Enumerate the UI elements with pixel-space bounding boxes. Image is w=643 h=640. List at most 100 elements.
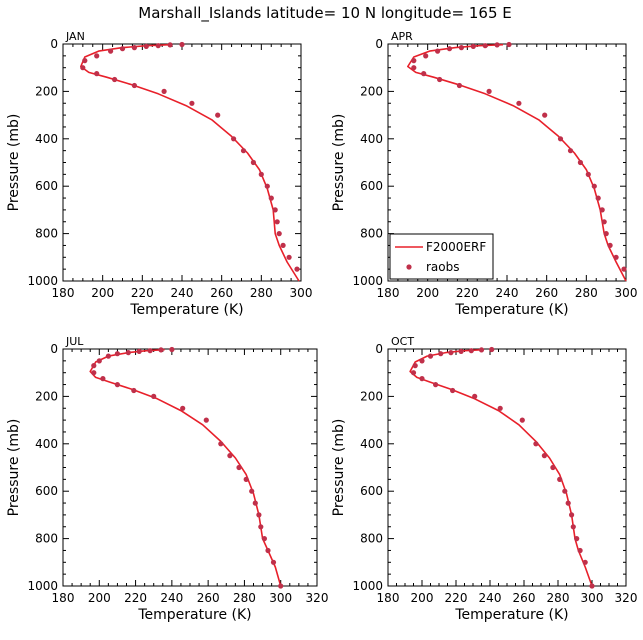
raobs-point xyxy=(574,536,580,542)
series-line-f2000erf xyxy=(80,43,300,282)
x-tick-label: 240 xyxy=(479,591,502,605)
x-tick-label: 260 xyxy=(197,591,220,605)
x-axis-label: Temperature (K) xyxy=(137,607,251,623)
raobs-point xyxy=(131,82,137,89)
raobs-point xyxy=(482,43,488,49)
raobs-point xyxy=(542,112,548,118)
raobs-point xyxy=(569,512,575,518)
panel-apr: 180 200 220 240 260 280 300 0 200 400 600 800 1000 Te… xyxy=(331,30,637,318)
plot-frame xyxy=(62,43,302,282)
raobs-point xyxy=(264,183,270,189)
raobs-point xyxy=(603,231,609,237)
x-axis-label: Temperature (K) xyxy=(454,302,568,318)
raobs-point xyxy=(231,136,237,142)
raobs-point xyxy=(458,348,464,354)
raobs-point xyxy=(550,464,556,471)
y-tick-label: 200 xyxy=(360,84,383,98)
raobs-point xyxy=(458,45,464,51)
raobs-point xyxy=(151,393,157,399)
raobs-point xyxy=(294,266,300,272)
raobs-point xyxy=(621,266,627,272)
y-tick-label: 600 xyxy=(35,179,58,193)
x-tick-label: 220 xyxy=(131,286,154,300)
raobs-point xyxy=(143,43,149,50)
raobs-point xyxy=(433,382,439,388)
raobs-point xyxy=(112,76,118,83)
raobs-point xyxy=(570,524,576,530)
plot-frame xyxy=(387,348,627,587)
panels: 180 200 220 240 260 280 300 0 200 400 600 800 1000 Te… xyxy=(6,30,637,623)
raobs-point xyxy=(276,231,282,237)
raobs-point xyxy=(448,350,454,356)
y-tick-label: 0 xyxy=(375,342,383,356)
raobs-point xyxy=(274,219,280,225)
raobs-point xyxy=(179,41,185,48)
raobs-point xyxy=(114,382,120,388)
raobs-point xyxy=(215,112,221,118)
raobs-point xyxy=(438,351,444,357)
raobs-point xyxy=(114,351,120,357)
raobs-point xyxy=(607,242,613,248)
x-tick-label: 180 xyxy=(52,286,75,300)
x-tick-label: 280 xyxy=(233,591,256,605)
y-tick-label: 400 xyxy=(360,437,383,451)
legend-label: raobs xyxy=(426,260,460,274)
x-tick-label: 240 xyxy=(160,591,183,605)
raobs-point xyxy=(236,464,242,471)
raobs-point xyxy=(268,195,274,201)
raobs-point xyxy=(470,43,476,50)
raobs-point xyxy=(258,171,264,177)
raobs-point xyxy=(582,559,588,565)
panel-jul: 180 200 220 240 260 280 300 320 0 200 400 600 800 100… xyxy=(6,335,328,623)
x-tick-label: 200 xyxy=(88,591,111,605)
x-tick-label: 300 xyxy=(615,286,638,300)
raobs-point xyxy=(599,207,605,213)
legend-dot-swatch xyxy=(406,264,412,270)
raobs-point xyxy=(258,524,264,530)
x-tick-label: 220 xyxy=(124,591,147,605)
raobs-point xyxy=(423,53,429,59)
raobs-point xyxy=(131,387,137,394)
y-tick-label: 600 xyxy=(35,484,58,498)
raobs-point xyxy=(94,53,100,59)
raobs-point xyxy=(249,488,255,494)
raobs-point xyxy=(450,387,456,394)
raobs-point xyxy=(591,183,597,189)
y-tick-label: 400 xyxy=(35,437,58,451)
x-tick-label: 300 xyxy=(290,286,313,300)
raobs-point xyxy=(411,65,417,71)
x-tick-label: 280 xyxy=(547,591,570,605)
raobs-point xyxy=(203,417,209,423)
x-axis-label: Temperature (K) xyxy=(129,302,243,318)
raobs-point xyxy=(516,100,522,106)
raobs-point xyxy=(108,48,114,54)
y-tick-label: 800 xyxy=(360,227,383,241)
raobs-point xyxy=(80,65,86,71)
x-tick-label: 200 xyxy=(416,286,439,300)
raobs-point xyxy=(472,393,478,399)
legend-box xyxy=(389,233,494,280)
x-tick-label: 220 xyxy=(445,591,468,605)
panel-jan: 180 200 220 240 260 280 300 0 200 400 600 800 1000 Te… xyxy=(6,30,312,318)
raobs-point xyxy=(613,254,619,260)
raobs-point xyxy=(577,547,583,554)
y-tick-label: 1000 xyxy=(27,579,58,593)
raobs-point xyxy=(96,358,102,364)
x-tick-label: 200 xyxy=(411,591,434,605)
x-tick-label: 300 xyxy=(581,591,604,605)
raobs-point xyxy=(421,71,427,77)
raobs-point xyxy=(250,159,256,166)
y-tick-label: 200 xyxy=(35,389,58,403)
raobs-point xyxy=(252,500,258,506)
raobs-point xyxy=(131,45,137,51)
x-tick-label: 260 xyxy=(513,591,536,605)
raobs-point xyxy=(437,76,443,83)
y-tick-label: 800 xyxy=(35,227,58,241)
x-tick-label: 300 xyxy=(269,591,292,605)
y-axis-label: Pressure (mb) xyxy=(6,419,22,517)
raobs-point xyxy=(136,348,142,354)
x-tick-label: 240 xyxy=(171,286,194,300)
raobs-point xyxy=(286,254,292,260)
raobs-point xyxy=(585,171,591,177)
